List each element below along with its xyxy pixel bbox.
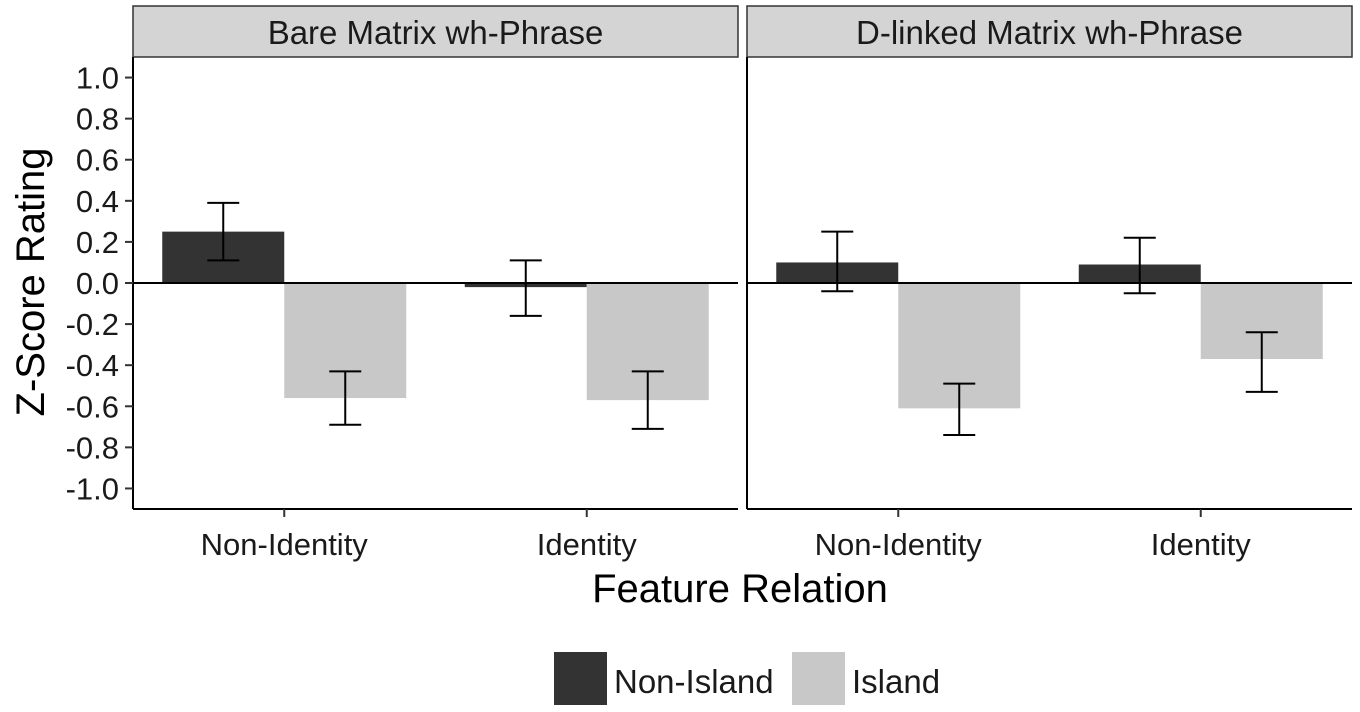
- x-tick-label: Identity: [1151, 527, 1251, 562]
- y-tick-label: 0.4: [76, 184, 119, 219]
- y-tick-label: 0.2: [76, 225, 119, 260]
- y-tick-label: -1.0: [66, 471, 119, 506]
- y-tick-label: -0.6: [66, 389, 119, 424]
- x-tick-label: Non-Identity: [815, 527, 983, 562]
- y-axis: 1.0 0.8 0.6 0.4 0.2 0.0 -0.2 -0.4 -0.6 -0.8 -1.0: [66, 61, 133, 506]
- y-tick-label: 0.8: [76, 102, 119, 137]
- legend: Non-Island Island: [554, 652, 940, 705]
- panel-2: D-linked Matrix wh-Phrase Non-Identity Ide…: [746, 5, 1353, 562]
- panel-strip: [132, 5, 739, 58]
- legend-label: Non-Island: [614, 663, 774, 700]
- y-tick-label: 0.6: [76, 143, 119, 178]
- y-axis-title: Z-Score Rating: [9, 148, 53, 417]
- panel-title: D-linked Matrix wh-Phrase: [856, 14, 1243, 51]
- y-tick-label: -0.4: [66, 348, 119, 383]
- panel-title: Bare Matrix wh-Phrase: [268, 14, 604, 51]
- y-tick-label: 0.0: [76, 266, 119, 301]
- panel-1: Bare Matrix wh-Phrase Non-Identity Identit…: [132, 5, 739, 562]
- y-tick-label: -0.8: [66, 430, 119, 465]
- facet-panels: Bare Matrix wh-Phrase Non-Identity Identit…: [132, 5, 1353, 562]
- legend-swatch: [554, 652, 607, 705]
- y-tick-label: -0.2: [66, 307, 119, 342]
- x-tick-label: Non-Identity: [201, 527, 369, 562]
- x-axis-title: Feature Relation: [592, 567, 888, 611]
- legend-swatch: [792, 652, 845, 705]
- x-tick-label: Identity: [537, 527, 637, 562]
- y-tick-label: 1.0: [76, 61, 119, 96]
- legend-label: Island: [852, 663, 940, 700]
- panel-strip: [746, 5, 1353, 58]
